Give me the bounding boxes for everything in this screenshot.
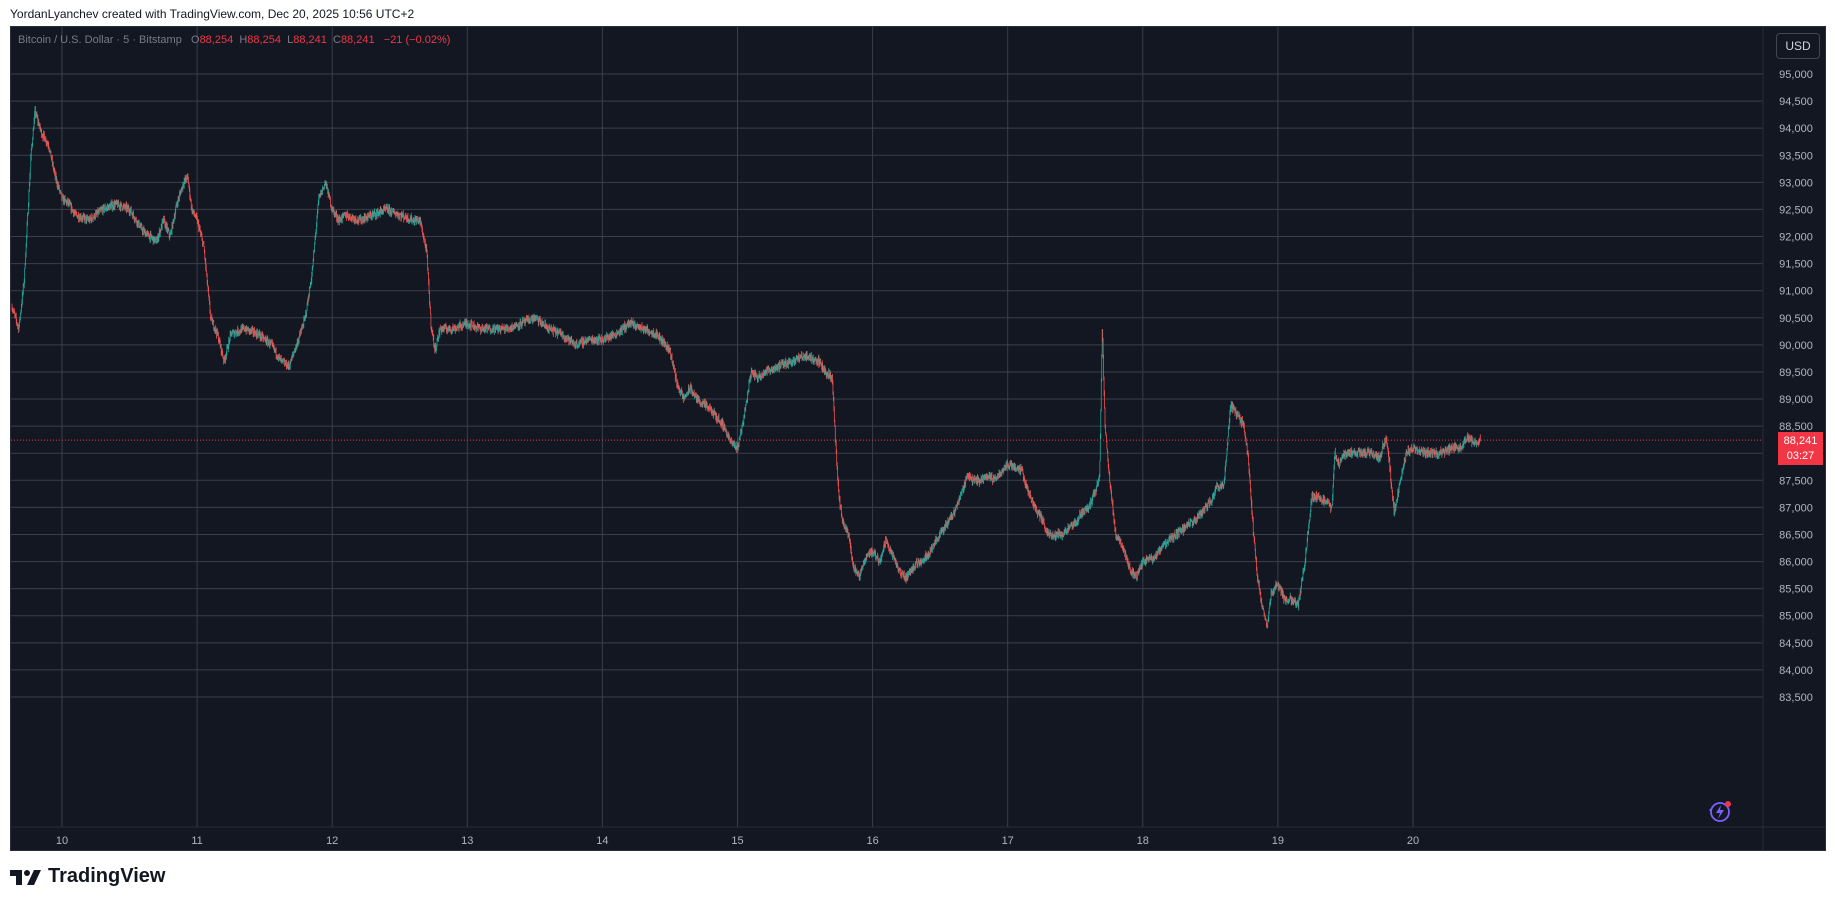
x-tick-label: 16 bbox=[866, 835, 878, 847]
high-key: H bbox=[239, 34, 248, 46]
y-tick-label: 92,500 bbox=[1779, 204, 1813, 216]
close-value: 88,241 bbox=[340, 34, 375, 46]
x-tick-label: 19 bbox=[1272, 835, 1284, 847]
y-tick-label: 84,500 bbox=[1779, 638, 1813, 650]
y-tick-label: 95,000 bbox=[1779, 69, 1813, 81]
chart-area[interactable]: 95,000 94,500 94,000 93,500 93,000 92,500 92,0… bbox=[10, 26, 1826, 851]
x-tick-label: 17 bbox=[1002, 835, 1014, 847]
x-tick-label: 18 bbox=[1137, 835, 1149, 847]
y-tick-label: 94,000 bbox=[1779, 123, 1813, 135]
x-tick-label: 15 bbox=[731, 835, 743, 847]
x-tick-label: 11 bbox=[191, 835, 202, 847]
grid bbox=[11, 27, 1763, 827]
x-tick-label: 13 bbox=[461, 835, 473, 847]
y-tick-label: 85,500 bbox=[1779, 584, 1813, 596]
footer-logo[interactable]: TradingView bbox=[10, 865, 165, 888]
y-tick-label: 88,500 bbox=[1779, 421, 1813, 433]
close-key: C bbox=[332, 34, 341, 46]
price-chart[interactable]: 95,000 94,500 94,000 93,500 93,000 92,500 92,0… bbox=[11, 27, 1825, 850]
open-value: 88,254 bbox=[199, 34, 234, 46]
x-tick-label: 14 bbox=[596, 835, 608, 847]
bar-countdown: 03:27 bbox=[1786, 450, 1815, 463]
y-tick-label: 90,000 bbox=[1779, 340, 1813, 352]
y-tick-label: 91,000 bbox=[1779, 286, 1813, 298]
chart-credit: YordanLyanchev created with TradingView.… bbox=[10, 7, 415, 21]
symbol-legend[interactable]: Bitcoin / U.S. Dollar · 5 · Bitstamp O88… bbox=[18, 34, 450, 46]
y-tick-label: 91,500 bbox=[1779, 259, 1813, 271]
y-tick-label: 94,500 bbox=[1779, 96, 1813, 108]
y-tick-label: 87,000 bbox=[1779, 502, 1813, 514]
lightning-assistant-icon[interactable] bbox=[1706, 800, 1734, 822]
brand-name: TradingView bbox=[48, 865, 166, 887]
symbol-name[interactable]: Bitcoin / U.S. Dollar · 5 · Bitstamp bbox=[18, 34, 182, 46]
low-value: 88,241 bbox=[293, 34, 327, 46]
high-value: 88,254 bbox=[247, 34, 281, 46]
x-tick-label: 20 bbox=[1407, 835, 1419, 847]
last-price-badge: 88,241 03:27 bbox=[1778, 432, 1823, 466]
y-tick-label: 92,000 bbox=[1779, 232, 1813, 244]
y-tick-label: 89,000 bbox=[1779, 394, 1813, 406]
y-tick-label: 83,500 bbox=[1779, 692, 1813, 704]
y-tick-label: 85,000 bbox=[1779, 611, 1813, 623]
y-tick-label: 93,000 bbox=[1779, 177, 1813, 189]
y-tick-label: 86,500 bbox=[1779, 529, 1813, 541]
low-key: L bbox=[287, 34, 294, 46]
axes: 95,000 94,500 94,000 93,500 93,000 92,500 92,0… bbox=[11, 27, 1825, 850]
last-price-value: 88,241 bbox=[1783, 435, 1818, 448]
candles bbox=[11, 106, 1763, 629]
y-tick-label: 87,500 bbox=[1779, 475, 1813, 487]
tradingview-logo-icon bbox=[10, 869, 41, 885]
currency-button[interactable]: USD bbox=[1776, 33, 1820, 59]
y-tick-label: 84,000 bbox=[1779, 665, 1813, 677]
y-tick-label: 86,000 bbox=[1779, 557, 1813, 569]
y-tick-label: 89,500 bbox=[1779, 367, 1813, 379]
x-tick-label: 10 bbox=[56, 835, 68, 847]
x-tick-label: 12 bbox=[326, 835, 338, 847]
open-key: O bbox=[191, 34, 200, 46]
y-tick-label: 90,500 bbox=[1779, 313, 1813, 325]
y-tick-label: 93,500 bbox=[1779, 150, 1813, 162]
change-value: −21 (−0.02%) bbox=[383, 34, 451, 46]
